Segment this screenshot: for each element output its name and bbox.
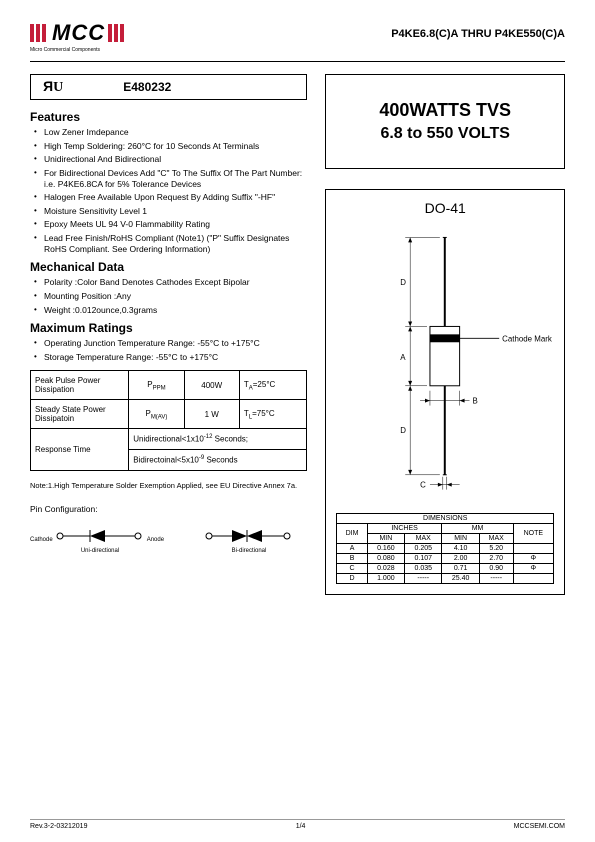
rating-label: Steady State Power Dissipatoin — [31, 400, 129, 429]
list-item: Mounting Position :Any — [32, 291, 307, 302]
website: MCCSEMI.COM — [514, 823, 565, 830]
svg-text:D: D — [401, 426, 407, 435]
list-item: Weight :0.012ounce,0.3grams — [32, 305, 307, 316]
max-ratings-list: Operating Junction Temperature Range: -5… — [30, 338, 307, 362]
svg-text:A: A — [401, 353, 407, 362]
rating-symbol: PM(AV) — [129, 400, 184, 429]
list-item: Halogen Free Available Upon Request By A… — [32, 192, 307, 203]
package-name: DO-41 — [336, 200, 554, 216]
cert-number: E480232 — [123, 80, 171, 94]
bi-directional-symbol: Bi-directional — [204, 526, 294, 554]
rating-value: 1 W — [184, 400, 239, 429]
list-item: Operating Junction Temperature Range: -5… — [32, 338, 307, 349]
package-drawing: Cathode Mark D A — [336, 226, 554, 508]
svg-text:B: B — [473, 397, 478, 406]
response-bi: Bidirectoinal<5x10-9 Seconds — [129, 450, 307, 471]
title-box: 400WATTS TVS 6.8 to 550 VOLTS — [325, 74, 565, 169]
package-box: DO-41 Cathode Mark — [325, 189, 565, 595]
ul-mark-icon: RU — [43, 78, 63, 96]
list-item: Unidirectional And Bidirectional — [32, 154, 307, 165]
table-row: Response Time Unidirectional<1x10-12 Sec… — [31, 429, 307, 450]
mechanical-list: Polarity :Color Band Denotes Cathodes Ex… — [30, 277, 307, 315]
product-subtitle: 6.8 to 550 VOLTS — [341, 125, 549, 143]
rating-label: Peak Pulse Power Dissipation — [31, 371, 129, 400]
list-item: Polarity :Color Band Denotes Cathodes Ex… — [32, 277, 307, 288]
list-item: High Temp Soldering: 260°C for 10 Second… — [32, 141, 307, 152]
rating-condition: TA=25°C — [239, 371, 307, 400]
features-heading: Features — [30, 110, 307, 124]
header-rule — [30, 61, 565, 62]
list-item: Moisture Sensitivity Level 1 — [32, 206, 307, 217]
part-range: P4KE6.8(C)A THRU P4KE550(C)A — [391, 28, 565, 40]
pin-configuration: Pin Configuration: Cathode Uni-direction… — [30, 504, 307, 554]
page-number: 1/4 — [296, 823, 306, 830]
logo-text: MCC — [52, 20, 105, 46]
note: Note:1.High Temperature Solder Exemption… — [30, 481, 307, 490]
dim-title: DIMENSIONS — [337, 514, 554, 524]
response-label: Response Time — [31, 429, 129, 470]
uni-directional-symbol: Cathode Uni-directional Anode — [30, 526, 164, 554]
list-item: Storage Temperature Range: -55°C to +175… — [32, 352, 307, 363]
max-ratings-heading: Maximum Ratings — [30, 321, 307, 335]
svg-text:Bi-directional: Bi-directional — [232, 548, 267, 554]
svg-text:D: D — [401, 278, 407, 287]
table-row: C0.0280.0350.710.90Φ — [337, 564, 554, 574]
svg-text:C: C — [420, 481, 426, 490]
rating-condition: TL=75°C — [239, 400, 307, 429]
table-row: Steady State Power Dissipatoin PM(AV) 1 … — [31, 400, 307, 429]
mechanical-heading: Mechanical Data — [30, 260, 307, 274]
table-row: Peak Pulse Power Dissipation PPPM 400W T… — [31, 371, 307, 400]
logo: MCC Micro Commercial Components — [30, 20, 124, 53]
pin-config-heading: Pin Configuration: — [30, 504, 307, 514]
svg-text:Uni-directional: Uni-directional — [81, 548, 119, 554]
features-list: Low Zener Imdepance High Temp Soldering:… — [30, 127, 307, 254]
logo-subtitle: Micro Commercial Components — [30, 47, 124, 53]
rating-symbol: PPPM — [129, 371, 184, 400]
table-row: D1.000-----25.40----- — [337, 574, 554, 584]
list-item: Epoxy Meets UL 94 V-0 Flammability Ratin… — [32, 219, 307, 230]
revision: Rev.3-2-03212019 — [30, 823, 87, 830]
response-uni: Unidirectional<1x10-12 Seconds; — [129, 429, 307, 450]
product-title: 400WATTS TVS — [341, 100, 549, 121]
svg-text:Cathode Mark: Cathode Mark — [503, 334, 553, 343]
ratings-table: Peak Pulse Power Dissipation PPPM 400W T… — [30, 370, 307, 470]
rating-value: 400W — [184, 371, 239, 400]
list-item: For Bidirectional Devices Add "C" To The… — [32, 168, 307, 189]
list-item: Low Zener Imdepance — [32, 127, 307, 138]
footer: Rev.3-2-03212019 1/4 MCCSEMI.COM — [30, 819, 565, 830]
list-item: Lead Free Finish/RoHS Compliant (Note1) … — [32, 233, 307, 254]
table-row: A0.1600.2054.105.20 — [337, 544, 554, 554]
cert-box: RU E480232 — [30, 74, 307, 100]
dimensions-table: DIMENSIONS DIM INCHES MM NOTE MIN MAX MI… — [336, 513, 554, 584]
table-row: B0.0800.1072.002.70Φ — [337, 554, 554, 564]
